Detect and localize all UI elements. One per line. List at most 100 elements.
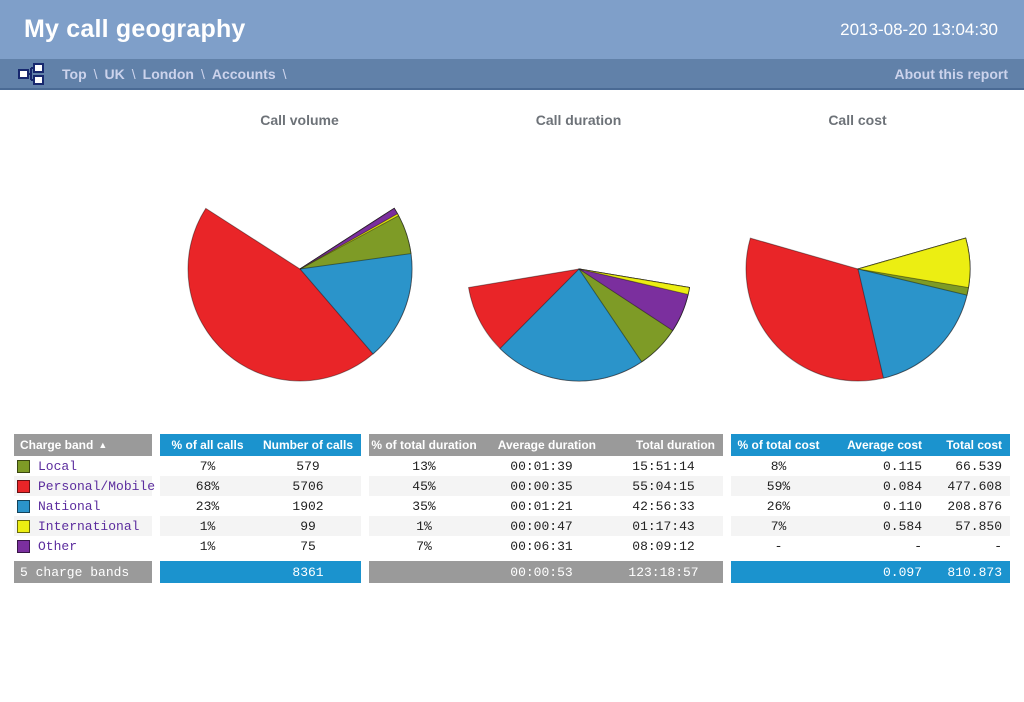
breadcrumb-separator: \ — [93, 65, 98, 82]
pct-cost-header[interactable]: % of total cost — [737, 438, 820, 452]
pct-duration-value: 45% — [412, 478, 436, 494]
sort-ascending-icon: ▲ — [98, 440, 108, 450]
total-duration-value: 08:09:12 — [632, 538, 695, 554]
pct-calls-header[interactable]: % of all calls — [171, 438, 244, 452]
avg-cost-value: 0.584 — [882, 518, 922, 534]
total-duration-value: 15:51:14 — [632, 458, 695, 474]
table-row: 13% 00:01:39 15:51:14 — [369, 456, 723, 476]
breadcrumb-link-london[interactable]: London — [142, 65, 194, 82]
table-section-duration: % of total duration Average duration Tot… — [369, 434, 723, 583]
pie-slice-international — [578, 268, 690, 296]
band-count-label: 5 charge bands — [20, 564, 130, 580]
pct-duration-header[interactable]: % of total duration — [371, 438, 477, 452]
overall-total-duration-value: 123:18:57 — [628, 564, 699, 580]
table-row: --- — [731, 536, 1010, 556]
avg-duration-value: 00:01:21 — [510, 498, 573, 514]
duration-footer: 00:00:53 123:18:57 — [369, 561, 723, 583]
table-section-calls: % of all calls Number of calls 7% 579 68% 5… — [160, 434, 361, 583]
table-row: 23% 1902 — [160, 496, 361, 516]
number-of-calls-value: 579 — [296, 458, 320, 474]
calls-footer: 8361 — [160, 561, 361, 583]
avg-cost-value: 0.084 — [882, 478, 922, 494]
charge-band-body: Local Personal/Mobile National Internationa… — [14, 456, 156, 556]
table-section-cost: % of total cost Average cost Total cost … — [731, 434, 1010, 583]
total-duration-value: 01:17:43 — [632, 518, 695, 534]
total-duration-header[interactable]: Total duration — [635, 438, 715, 452]
about-this-report-link[interactable]: About this report — [894, 65, 1008, 82]
chart-call-cost: Call cost — [718, 112, 997, 384]
cost-body: 8% 0.115 66.539 59% 0.084 477.608 26% 0.110 208.… — [731, 456, 1010, 556]
table-row: 7% 579 — [160, 456, 361, 476]
band-color-swatch — [17, 479, 30, 493]
pie-slice-international — [857, 237, 970, 289]
table-row: 1% 75 — [160, 536, 361, 556]
header-banner: My call geography 2013-08-20 13:04:30 — [0, 0, 1024, 59]
table-footer-summary: 5 charge bands — [14, 561, 152, 583]
total-duration-value: 55:04:15 — [632, 478, 695, 494]
table-row: Local — [14, 456, 152, 476]
chart-title: Call duration — [535, 112, 622, 128]
table-row: International — [14, 516, 152, 536]
band-color-swatch — [17, 459, 30, 473]
calls-body: 7% 579 68% 5706 23% 1902 1% 99 1% 75 — [160, 456, 361, 556]
avg-cost-header[interactable]: Average cost — [847, 438, 922, 452]
avg-duration-header[interactable]: Average duration — [497, 438, 596, 452]
table-row: 59% 0.084 477.608 — [731, 476, 1010, 496]
breadcrumb-link-top[interactable]: Top — [62, 65, 87, 82]
table-row: Personal/Mobile — [14, 476, 156, 496]
total-cost-value: 477.608 — [947, 478, 1002, 494]
total-cost-value: 57.850 — [955, 518, 1002, 534]
table-row: National — [14, 496, 152, 516]
number-of-calls-value: 5706 — [292, 478, 324, 494]
band-name: Local — [38, 458, 78, 474]
duration-body: 13% 00:01:39 15:51:14 45% 00:00:35 55:04:15 35… — [369, 456, 723, 556]
table-row: 45% 00:00:35 55:04:15 — [369, 476, 723, 496]
charge-band-header[interactable]: Charge band ▲ — [14, 434, 152, 456]
breadcrumb: Top \ UK \ London \ Accounts \ — [62, 66, 894, 82]
band-name: National — [38, 498, 101, 514]
pct-duration-value: 35% — [412, 498, 436, 514]
band-color-swatch — [17, 519, 30, 533]
page-title: My call geography — [24, 15, 246, 43]
pct-cost-value: 8% — [770, 458, 787, 474]
band-name: Other — [38, 538, 78, 554]
sitemap-icon — [18, 62, 44, 85]
number-of-calls-value: 75 — [300, 538, 316, 554]
charts-row: Call volume Call duration Call cost — [0, 90, 1024, 384]
avg-cost-value: 0.110 — [882, 498, 922, 514]
breadcrumb-link-uk[interactable]: UK — [104, 65, 125, 82]
pct-calls-value: 1% — [199, 538, 216, 554]
band-name: Personal/Mobile — [38, 478, 156, 494]
table-row: 7% 0.584 57.850 — [731, 516, 1010, 536]
call-cost-pie — [745, 237, 970, 382]
breadcrumb-separator: \ — [282, 65, 287, 82]
table-row: 1% 99 — [160, 516, 361, 536]
avg-duration-value: 00:06:31 — [510, 538, 573, 554]
avg-cost-value: - — [914, 538, 922, 554]
number-of-calls-header[interactable]: Number of calls — [262, 438, 353, 452]
total-calls-value: 8361 — [292, 564, 324, 580]
pct-duration-value: 13% — [412, 458, 436, 474]
pct-calls-value: 68% — [195, 478, 220, 494]
number-of-calls-value: 99 — [300, 518, 316, 534]
avg-duration-value: 00:00:35 — [510, 478, 573, 494]
chart-title: Call volume — [260, 112, 339, 128]
total-cost-value: 66.539 — [955, 458, 1002, 474]
avg-cost-value: 0.115 — [882, 458, 922, 474]
chart-call-volume: Call volume — [160, 112, 439, 384]
breadcrumb-link-accounts[interactable]: Accounts — [211, 65, 276, 82]
total-cost-header[interactable]: Total cost — [946, 438, 1002, 452]
table-row: Other — [14, 536, 152, 556]
call-volume-pie — [187, 207, 412, 382]
pie-slice-other — [299, 207, 398, 270]
band-color-swatch — [17, 539, 30, 553]
overall-avg-duration-value: 00:00:53 — [510, 564, 573, 580]
band-name: International — [38, 518, 140, 534]
pct-calls-value: 1% — [199, 518, 216, 534]
overall-avg-cost-value: 0.097 — [882, 564, 922, 580]
table-row: 35% 00:01:21 42:56:33 — [369, 496, 723, 516]
chart-title: Call cost — [828, 112, 887, 128]
pct-cost-value: - — [774, 538, 783, 554]
pct-cost-value: 7% — [770, 518, 787, 534]
breadcrumb-separator: \ — [131, 65, 136, 82]
